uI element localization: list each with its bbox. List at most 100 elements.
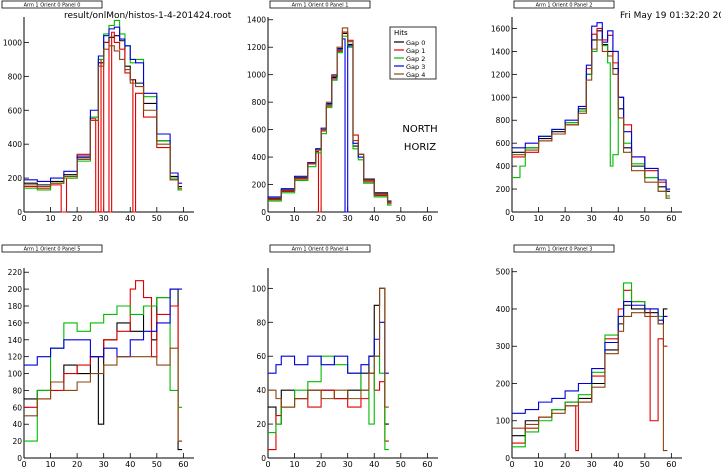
x-tick-label: 60 [422,460,432,469]
series-line-gap-2 [24,297,183,442]
series-line-gap-0 [512,30,671,192]
series-line-gap-1 [24,280,183,442]
x-tick-label: 0 [21,460,26,469]
pad-title: Arm 1 Orient 0 Panel 1 [292,3,349,9]
y-tick-label: 1000 [247,71,266,80]
y-tick-label: 40 [256,386,266,395]
pad-title: Arm 1 Orient 0 Panel 3 [536,247,593,253]
legend-entry: Gap 2 [406,55,425,63]
y-tick-label: 60 [256,352,266,361]
series-line-gap-2 [24,19,183,191]
x-tick-label: 30 [587,214,597,223]
annotation-horiz: HORIZ [404,142,436,153]
x-tick-label: 50 [640,460,650,469]
legend-entry: Gap 4 [406,71,425,79]
x-tick-label: 60 [666,214,676,223]
x-tick-label: 20 [316,460,326,469]
series-line-gap-1 [512,289,668,452]
annotation-north: NORTH [402,124,437,135]
y-tick-label: 180 [8,302,23,311]
y-tick-label: 400 [252,153,267,162]
x-tick-label: 10 [533,214,543,223]
y-tick-label: 220 [8,268,23,277]
y-tick-label: 400 [496,305,511,314]
x-tick-label: 30 [99,214,109,223]
y-tick-label: 80 [12,386,22,395]
y-tick-label: 0 [261,454,266,463]
series-line-gap-4 [512,312,668,452]
file-path-label: result/onlMon/histos-1-4-201424.root [64,11,232,21]
y-tick-label: 100 [8,370,23,379]
y-tick-label: 800 [8,72,23,81]
series-line-gap-3 [24,26,183,184]
y-tick-label: 0 [17,454,22,463]
legend-box [389,26,437,80]
x-tick-label: 0 [509,214,514,223]
x-tick-label: 20 [316,214,326,223]
y-tick-label: 200 [496,185,511,194]
x-tick-label: 40 [613,214,623,223]
y-tick-label: 0 [261,208,266,217]
x-tick-label: 20 [560,214,570,223]
y-tick-label: 20 [256,420,266,429]
x-tick-label: 0 [21,214,26,223]
x-tick-label: 10 [45,460,55,469]
legend-title: Hits [394,29,408,37]
pad-title-box [1,0,103,9]
date-label: Fri May 19 01:32:20 2006 [620,11,721,21]
y-tick-label: 400 [496,162,511,171]
series-line-gap-2 [268,355,389,451]
y-tick-label: 1400 [491,47,510,56]
series-line-gap-2 [512,282,668,448]
legend-entry: Gap 1 [406,47,425,55]
x-tick-label: 30 [343,214,353,223]
series-line-gap-3 [268,38,392,213]
x-tick-label: 40 [369,214,379,223]
y-tick-label: 800 [252,98,267,107]
x-tick-label: 0 [265,214,270,223]
x-tick-label: 30 [99,460,109,469]
x-tick-label: 30 [343,460,353,469]
y-tick-label: 0 [505,208,510,217]
x-tick-label: 40 [125,214,135,223]
series-line-gap-3 [24,288,183,366]
x-tick-label: 50 [152,214,162,223]
series-line-gap-2 [268,35,392,206]
y-tick-label: 1600 [491,24,510,33]
y-tick-label: 160 [8,319,23,328]
x-tick-label: 20 [72,460,82,469]
pad-title-box [513,0,615,9]
x-tick-label: 60 [178,460,188,469]
pad-title-box [1,244,103,253]
y-tick-label: 1400 [247,16,266,25]
x-tick-label: 40 [369,460,379,469]
x-tick-label: 40 [125,460,135,469]
y-tick-label: 400 [8,140,23,149]
pad-title-box [269,0,371,9]
pad-title: Arm 1 Orient 0 Panel 2 [536,3,593,9]
y-tick-label: 60 [12,403,22,412]
series-line-gap-0 [512,304,668,437]
y-tick-label: 500 [496,268,511,277]
y-tick-label: 100 [252,284,267,293]
series-line-gap-1 [268,31,392,213]
y-tick-label: 1000 [3,38,22,47]
y-tick-label: 40 [12,420,22,429]
y-tick-label: 120 [8,353,23,362]
series-line-gap-4 [268,27,392,203]
y-tick-label: 140 [8,336,23,345]
series-line-gap-1 [512,27,671,190]
y-tick-label: 200 [496,379,511,388]
pad-title: Arm 1 Orient 0 Panel 0 [24,3,81,9]
series-line-gap-3 [268,321,389,374]
y-tick-label: 1200 [247,43,266,52]
x-tick-label: 10 [289,460,299,469]
x-tick-label: 40 [613,460,623,469]
y-tick-label: 200 [8,285,23,294]
legend-entry: Gap 0 [406,39,425,47]
x-tick-label: 50 [152,460,162,469]
y-tick-label: 100 [496,417,511,426]
pad-title-box [269,244,371,253]
y-tick-label: 200 [252,181,267,190]
